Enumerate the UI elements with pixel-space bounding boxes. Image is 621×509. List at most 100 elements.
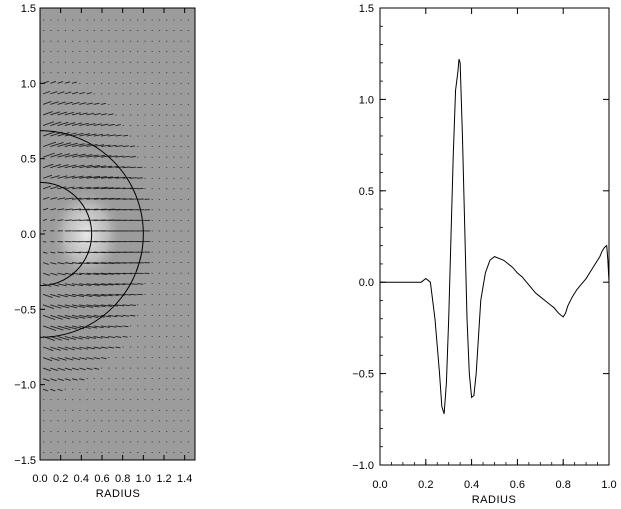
vector-arrow-578 xyxy=(122,166,131,169)
vector-arrow-386 xyxy=(100,262,115,264)
vector-arrow-714 xyxy=(42,90,51,95)
right-y-tick-label-2: 0.5 xyxy=(359,186,374,198)
vector-arrow-547 xyxy=(50,175,60,179)
vector-arrow-609 xyxy=(42,141,57,148)
vector-arrow-239 xyxy=(100,336,109,339)
left-y-tick-label-6: −1.5 xyxy=(14,455,36,467)
vector-arrow-675 xyxy=(64,111,75,116)
vector-arrow-214 xyxy=(71,346,82,350)
vector-arrow-305 xyxy=(122,304,131,307)
vector-arrow-403 xyxy=(71,251,81,254)
vector-arrow-677 xyxy=(79,112,88,116)
vector-arrow-301 xyxy=(93,304,106,308)
right-x-tick-label-3: 0.6 xyxy=(510,479,525,491)
vector-arrow-488 xyxy=(79,208,90,211)
vector-arrow-511 xyxy=(93,197,108,200)
vector-arrow-552 xyxy=(86,175,101,179)
vector-arrow-295 xyxy=(50,304,62,309)
right-x-axis-title: RADIUS xyxy=(472,494,517,506)
vector-arrow-656 xyxy=(79,122,89,126)
vector-arrow-462 xyxy=(42,218,47,221)
vector-arrow-548 xyxy=(57,175,68,179)
vector-arrow-345 xyxy=(108,283,120,286)
vector-arrow-717 xyxy=(64,91,72,95)
vector-arrow-363 xyxy=(86,272,99,275)
vector-arrow-508 xyxy=(71,197,82,200)
vector-arrow-591 xyxy=(64,153,78,158)
vector-arrow-126 xyxy=(42,388,49,392)
vector-arrow-258 xyxy=(86,325,98,329)
vector-arrow-633 xyxy=(64,132,77,137)
right-x-tick-label-5: 1.0 xyxy=(601,479,616,491)
right-y-tick-label-0: 1.5 xyxy=(359,3,374,15)
vector-arrow-254 xyxy=(57,325,71,331)
vector-arrow-658 xyxy=(93,123,102,126)
vector-arrow-528 xyxy=(64,186,75,190)
vector-arrow-340 xyxy=(71,283,83,287)
vector-arrow-378 xyxy=(42,262,49,265)
vector-arrow-694 xyxy=(50,101,59,105)
vector-arrow-342 xyxy=(86,283,100,286)
vector-arrow-274 xyxy=(50,314,63,320)
vector-arrow-739 xyxy=(71,81,78,84)
left-x-tick-label-7: 1.4 xyxy=(177,473,192,485)
vector-arrow-630 xyxy=(42,131,56,137)
vector-arrow-549 xyxy=(64,175,76,179)
vector-arrow-364 xyxy=(93,272,108,275)
vector-arrow-569 xyxy=(57,164,69,169)
vector-arrow-485 xyxy=(57,208,65,211)
vector-arrow-216 xyxy=(86,346,95,350)
vector-arrow-236 xyxy=(79,336,90,340)
vector-arrow-567 xyxy=(42,163,54,169)
vector-arrow-636 xyxy=(86,133,97,137)
vector-arrow-678 xyxy=(86,112,95,116)
vector-arrow-149 xyxy=(57,378,64,382)
vector-arrow-324 xyxy=(108,293,119,296)
vector-arrow-463 xyxy=(50,219,56,221)
vector-arrow-238 xyxy=(93,336,103,339)
vector-arrow-241 xyxy=(115,336,122,338)
vector-arrow-570 xyxy=(64,164,77,169)
vector-arrow-718 xyxy=(71,91,79,95)
vector-arrow-695 xyxy=(57,101,66,105)
vector-arrow-509 xyxy=(79,197,91,200)
vector-arrow-611 xyxy=(57,142,72,148)
vector-arrow-316 xyxy=(50,293,61,298)
vector-arrow-574 xyxy=(93,165,107,169)
vector-arrow-276 xyxy=(64,314,79,320)
vector-arrow-698 xyxy=(79,102,87,105)
vector-arrow-575 xyxy=(100,165,113,169)
vector-arrow-175 xyxy=(93,367,100,370)
vector-arrow-568 xyxy=(50,164,62,169)
vector-arrow-323 xyxy=(100,293,113,297)
left-vector-field xyxy=(42,19,189,453)
vector-arrow-220 xyxy=(115,346,121,349)
vector-arrow-738 xyxy=(64,81,71,84)
vector-arrow-192 xyxy=(64,357,74,361)
vector-arrow-252 xyxy=(42,325,57,331)
vector-arrow-127 xyxy=(50,388,56,392)
vector-arrow-215 xyxy=(79,346,89,350)
vector-arrow-536 xyxy=(122,187,132,190)
right-y-tick-label-5: −1.0 xyxy=(352,460,374,472)
vector-arrow-674 xyxy=(57,111,68,116)
right-plot-background xyxy=(380,8,609,465)
vector-arrow-261 xyxy=(108,325,117,328)
vector-arrow-170 xyxy=(57,367,66,371)
vector-arrow-696 xyxy=(64,101,73,105)
vector-arrow-319 xyxy=(71,293,85,298)
vector-arrow-659 xyxy=(100,123,109,126)
vector-arrow-368 xyxy=(122,272,132,275)
right-y-tick-label-3: 0.0 xyxy=(359,277,374,289)
vector-arrow-526 xyxy=(50,186,59,190)
vector-arrow-195 xyxy=(86,357,94,360)
vector-arrow-660 xyxy=(108,123,115,126)
vector-arrow-655 xyxy=(71,122,83,126)
vector-arrow-189 xyxy=(42,357,53,362)
right-y-tick-label-1: 1.0 xyxy=(359,94,374,106)
vector-arrow-693 xyxy=(42,101,52,105)
vector-arrow-618 xyxy=(108,144,117,148)
right-ticks xyxy=(379,7,610,466)
left-x-tick-label-6: 1.2 xyxy=(156,473,171,485)
